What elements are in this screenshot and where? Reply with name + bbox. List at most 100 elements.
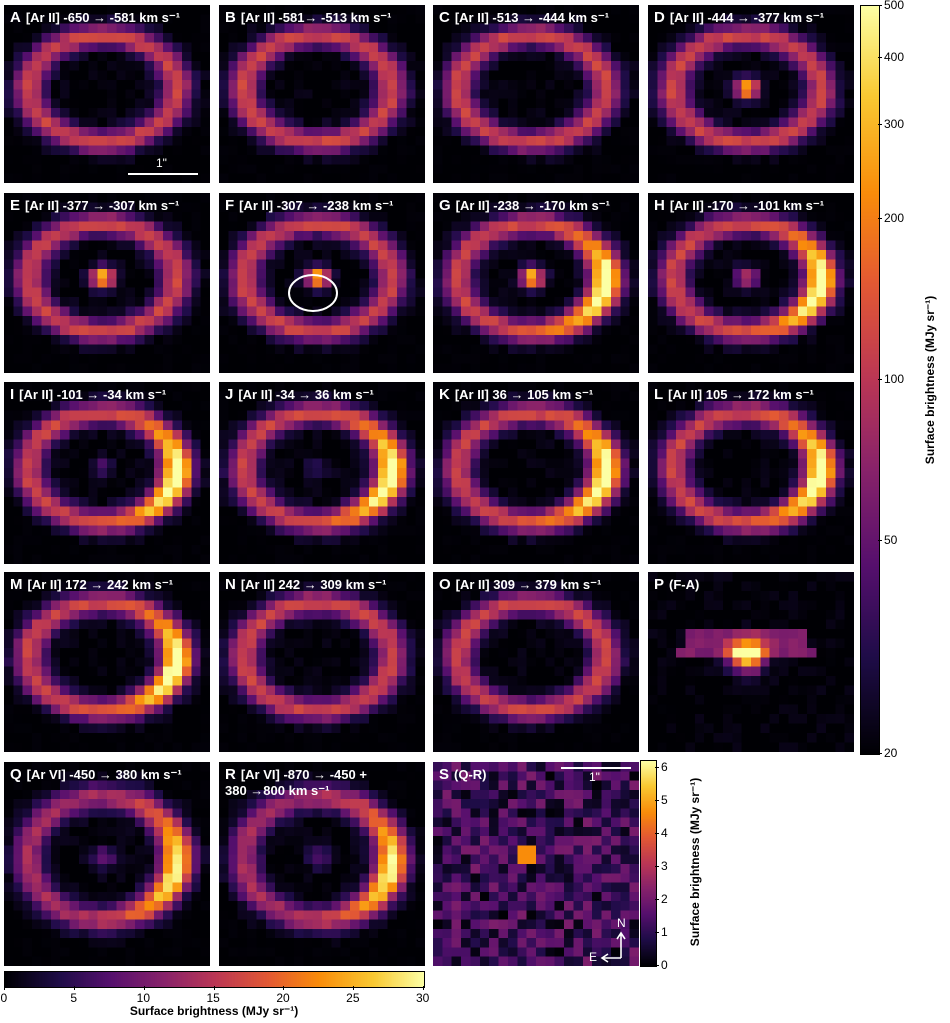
colorbar-arii-tick-label: 100 xyxy=(884,372,905,386)
panel-letter: J xyxy=(225,386,234,403)
panel-velocity-range: (F-A) xyxy=(669,577,700,592)
panel-line-label: [Ar II] xyxy=(454,10,493,25)
panel-e-image xyxy=(4,193,210,373)
colorbar-diff-tick-mark xyxy=(655,965,659,966)
panel-s: S (Q-R) 1" N E xyxy=(433,762,639,966)
panel-velocity-range: -450 → 380 km s⁻¹ xyxy=(69,767,182,782)
panel-velocity-range: -101 → -34 km s⁻¹ xyxy=(56,387,167,402)
colorbar-arvi-tick-label: 0 xyxy=(0,991,8,1005)
panel-g-title: G [Ar II] -238 → -170 km s⁻¹ xyxy=(439,198,610,214)
panel-m-title: M [Ar II] 172 → 242 km s⁻¹ xyxy=(10,577,173,593)
colorbar-diff-gradient xyxy=(640,760,657,967)
panel-letter: C xyxy=(439,9,450,26)
panel-line-label: [Ar II] xyxy=(239,198,277,213)
panel-r-title: R [Ar VI] -870 → -450 + 380 →800 km s⁻¹ xyxy=(225,767,367,799)
scale-bar xyxy=(561,767,631,769)
panel-a-image xyxy=(4,5,210,183)
colorbar-arii-tick-label: 20 xyxy=(884,746,898,760)
panel-g: G [Ar II] -238 → -170 km s⁻¹ xyxy=(433,193,639,373)
panel-letter: K xyxy=(439,386,450,403)
panel-letter: E xyxy=(10,197,21,214)
colorbar-arvi-tick-mark xyxy=(213,986,215,990)
panel-line-label: [Ar II] xyxy=(27,577,66,592)
panel-n-title: N [Ar II] 242 → 309 km s⁻¹ xyxy=(225,577,386,593)
panel-letter: R xyxy=(225,766,236,783)
panel-i: I [Ar II] -101 → -34 km s⁻¹ xyxy=(4,382,210,564)
panel-line-label: [Ar II] xyxy=(669,198,708,213)
panel-line-label: [Ar II] xyxy=(19,387,57,402)
panel-r-image xyxy=(219,762,425,966)
panel-b-title: B [Ar II] -581→ -513 km s⁻¹ xyxy=(225,10,392,26)
colorbar-arvi-tick-label: 25 xyxy=(346,991,360,1005)
panel-line-label: [Ar II] xyxy=(669,10,708,25)
colorbar-arii-tick-mark xyxy=(878,5,882,6)
panel-velocity-range: -513 → -444 km s⁻¹ xyxy=(492,10,610,25)
colorbar-arvi-tick-label: 5 xyxy=(70,991,78,1005)
panel-velocity-range: 36 → 105 km s⁻¹ xyxy=(492,387,594,402)
panel-line-label: [Ar II] xyxy=(454,387,493,402)
colorbar-arvi-tick-label: 10 xyxy=(136,991,151,1005)
panel-velocity-range: -444 → -377 km s⁻¹ xyxy=(707,10,825,25)
colorbar-arii-tick-label: 200 xyxy=(884,210,905,225)
panel-d-image xyxy=(648,5,854,183)
panel-letter: H xyxy=(654,197,665,214)
panel-i-title: I [Ar II] -101 → -34 km s⁻¹ xyxy=(10,387,166,403)
panel-letter: Q xyxy=(10,766,22,783)
panel-line-label: [Ar II] xyxy=(240,10,279,25)
panel-letter: A xyxy=(10,9,21,26)
panel-line-label: [Ar II] xyxy=(240,577,279,592)
panel-g-image xyxy=(433,193,639,373)
colorbar-arvi-gradient xyxy=(4,971,425,988)
panel-line-label: [Ar II] xyxy=(25,10,64,25)
panel-velocity-range: 242 → 309 km s⁻¹ xyxy=(278,577,387,592)
panel-letter: B xyxy=(225,9,236,26)
panel-h-image xyxy=(648,193,854,373)
panel-letter: S xyxy=(439,766,450,783)
panel-l-image xyxy=(648,382,854,564)
panel-line-label: [Ar II] xyxy=(238,387,276,402)
colorbar-diff-tick-mark xyxy=(655,832,659,834)
panel-s-image xyxy=(433,762,639,966)
panel-letter: O xyxy=(439,576,451,593)
panel-line-label: [Ar II] xyxy=(668,387,706,402)
panel-e-title: E [Ar II] -377 → -307 km s⁻¹ xyxy=(10,198,179,214)
panel-q-title: Q [Ar VI] -450 → 380 km s⁻¹ xyxy=(10,767,182,783)
colorbar-arii-tick-label: 500 xyxy=(884,0,905,12)
compass-east: E xyxy=(589,950,598,964)
panel-line-label: [Ar VI] xyxy=(240,767,284,782)
panel-o-title: O [Ar II] 309 → 379 km s⁻¹ xyxy=(439,577,601,593)
colorbar-arvi-tick-mark xyxy=(283,986,285,990)
panel-m-image xyxy=(4,572,210,752)
colorbar-arvi-tick-label: 20 xyxy=(276,991,290,1005)
panel-k: K [Ar II] 36 → 105 km s⁻¹ xyxy=(433,382,639,564)
colorbar-arii-tick-mark xyxy=(878,123,882,125)
panel-f-title: F [Ar II] -307 → -238 km s⁻¹ xyxy=(225,198,393,214)
colorbar-arvi-tick-mark xyxy=(143,986,145,990)
colorbar-arvi-tick-mark xyxy=(73,986,75,990)
panel-c-image xyxy=(433,5,639,183)
colorbar-diff-tick-mark xyxy=(655,799,659,801)
panel-line-label: [Ar II] xyxy=(455,577,494,592)
panel-j: J [Ar II] -34 → 36 km s⁻¹ xyxy=(219,382,425,564)
panel-velocity-range: -307 → -238 km s⁻¹ xyxy=(276,198,394,213)
panel-n-image xyxy=(219,572,425,752)
panel-letter: D xyxy=(654,9,665,26)
colorbar-arvi-tick-label: 15 xyxy=(206,991,220,1005)
panel-p-title: P (F-A) xyxy=(654,577,699,593)
panel-velocity-range: (Q-R) xyxy=(454,767,487,782)
panel-f-image xyxy=(219,193,425,373)
colorbar-diff-tick-label: 2 xyxy=(661,891,668,906)
panel-h: H [Ar II] -170 → -101 km s⁻¹ xyxy=(648,193,854,373)
panel-velocity-range: -170 → -101 km s⁻¹ xyxy=(707,198,825,213)
colorbar-diff-tick-mark xyxy=(655,766,659,768)
panel-velocity-range: -238 → -170 km s⁻¹ xyxy=(493,198,610,213)
panel-velocity-range: 105 → 172 km s⁻¹ xyxy=(705,387,814,402)
colorbar-diff-tick-label: 6 xyxy=(661,759,668,774)
colorbar-arii-tick-mark xyxy=(878,217,882,219)
scale-bar-label: 1" xyxy=(589,770,600,784)
panel-letter: M xyxy=(10,576,23,593)
colorbar-diff-tick-label: 5 xyxy=(661,792,668,807)
scale-bar-label: 1" xyxy=(156,156,167,170)
panel-velocity-range: -870 → -450 + 380 →800 km s⁻¹ xyxy=(225,767,367,798)
colorbar-arii-tick-label: 300 xyxy=(884,116,905,131)
